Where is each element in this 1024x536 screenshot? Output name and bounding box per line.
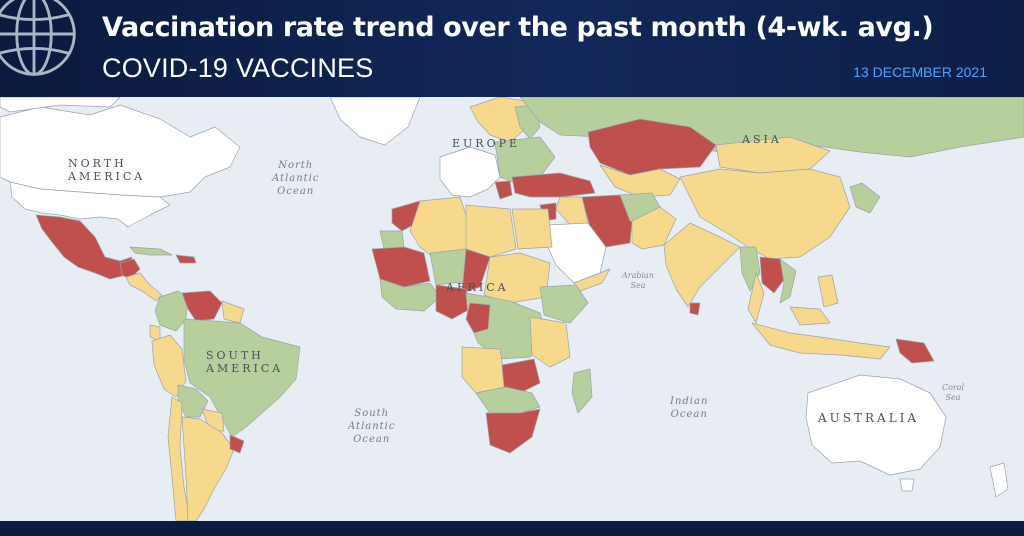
- region-southern-africa: [475, 386, 541, 414]
- label-sa-1: South: [354, 408, 390, 419]
- label-sa-3: Ocean: [353, 434, 391, 445]
- label-south-america: SOUTH AMERICA: [206, 349, 283, 375]
- region-sri-lanka: [689, 302, 701, 316]
- label-asia: ASIA: [742, 133, 782, 146]
- label-north-america: NORTH AMERICA: [68, 157, 145, 183]
- region-mexico: [35, 214, 133, 280]
- label-io-1: Indian: [670, 396, 709, 407]
- region-zambia-mozambique: [501, 358, 541, 394]
- region-thailand-vietnam: [747, 272, 765, 324]
- region-madagascar: [571, 368, 593, 414]
- region-angola: [461, 346, 507, 394]
- region-chad: [461, 248, 491, 294]
- label-na-1: North: [278, 160, 314, 171]
- region-uruguay: [229, 434, 245, 454]
- label-south-america-america: AMERICA: [206, 362, 284, 375]
- region-brazil: [183, 318, 301, 438]
- label-as-2: Sea: [630, 281, 646, 290]
- page-title: Vaccination rate trend over the past mon…: [102, 12, 934, 43]
- region-nigeria: [435, 284, 471, 320]
- region-colombia: [154, 290, 189, 332]
- label-io-2: Ocean: [670, 409, 708, 420]
- region-cameroon-congo: [465, 302, 491, 334]
- region-iraq: [555, 196, 589, 226]
- region-canada: [0, 104, 241, 198]
- world-map: NORTH AMERICA SOUTH AMERICA EUROPE ASIA …: [0, 97, 1024, 521]
- region-central-america-south: [125, 272, 163, 302]
- label-europe: EUROPE: [452, 137, 521, 150]
- region-libya: [465, 204, 517, 258]
- label-america: AMERICA: [68, 170, 146, 183]
- footer-bar: [0, 521, 1024, 536]
- region-western-sahara: [379, 230, 405, 250]
- region-guianas: [221, 300, 245, 324]
- label-arabian-sea: Arabian Sea: [622, 271, 654, 291]
- label-north-atlantic: North Atlantic Ocean: [272, 159, 319, 198]
- label-africa: AFRICA: [446, 281, 509, 294]
- label-south-atlantic: South Atlantic Ocean: [348, 407, 395, 446]
- map-canvas: [0, 97, 1024, 521]
- region-balkans: [494, 180, 513, 200]
- region-cuba: [129, 246, 173, 256]
- region-kazakhstan: [587, 118, 717, 176]
- region-china: [679, 168, 851, 260]
- page-subtitle: COVID-19 VACCINES: [102, 53, 374, 83]
- region-malaysia: [789, 306, 831, 326]
- label-as-1: Arabian: [622, 271, 654, 280]
- region-egypt: [511, 208, 553, 250]
- region-east-africa: [529, 316, 571, 368]
- label-indian-ocean: Indian Ocean: [670, 395, 708, 421]
- region-india: [663, 222, 741, 308]
- region-sudan: [483, 252, 551, 304]
- region-ethiopia: [539, 284, 589, 324]
- label-south: SOUTH: [206, 349, 264, 362]
- region-tasmania: [899, 478, 915, 492]
- label-cs-2: Sea: [945, 393, 961, 402]
- region-philippines: [817, 274, 839, 308]
- label-australia: AUSTRALIA: [818, 411, 920, 425]
- region-argentina: [181, 416, 235, 521]
- label-na-2: Atlantic: [272, 173, 320, 184]
- region-central-america: [119, 258, 141, 280]
- label-na-3: Ocean: [277, 186, 315, 197]
- region-hispaniola: [175, 254, 197, 264]
- region-west-africa: [379, 278, 441, 312]
- header: Vaccination rate trend over the past mon…: [0, 0, 1024, 97]
- region-alaska: [0, 97, 121, 113]
- region-western-europe: [439, 146, 501, 198]
- label-coral-sea: Coral Sea: [942, 383, 964, 403]
- region-australia: [805, 374, 947, 476]
- region-venezuela: [181, 290, 223, 322]
- report-date: 13 DECEMBER 2021: [853, 64, 987, 80]
- region-central-asia: [599, 164, 681, 198]
- region-indonesia: [751, 322, 891, 360]
- label-north: NORTH: [68, 157, 127, 170]
- globe-icon: [0, 0, 76, 76]
- region-png: [895, 338, 935, 364]
- region-vietnam: [779, 258, 797, 304]
- region-usa: [9, 181, 171, 228]
- label-sa-2: Atlantic: [348, 421, 396, 432]
- region-korea-japan: [849, 182, 881, 214]
- region-new-zealand: [989, 462, 1009, 498]
- region-chile: [167, 396, 191, 521]
- region-greece-turkey: [511, 172, 596, 198]
- region-laos-cambodia: [759, 256, 787, 294]
- region-greenland: [329, 97, 421, 146]
- region-south-africa: [485, 408, 541, 454]
- label-cs-1: Coral: [942, 383, 965, 392]
